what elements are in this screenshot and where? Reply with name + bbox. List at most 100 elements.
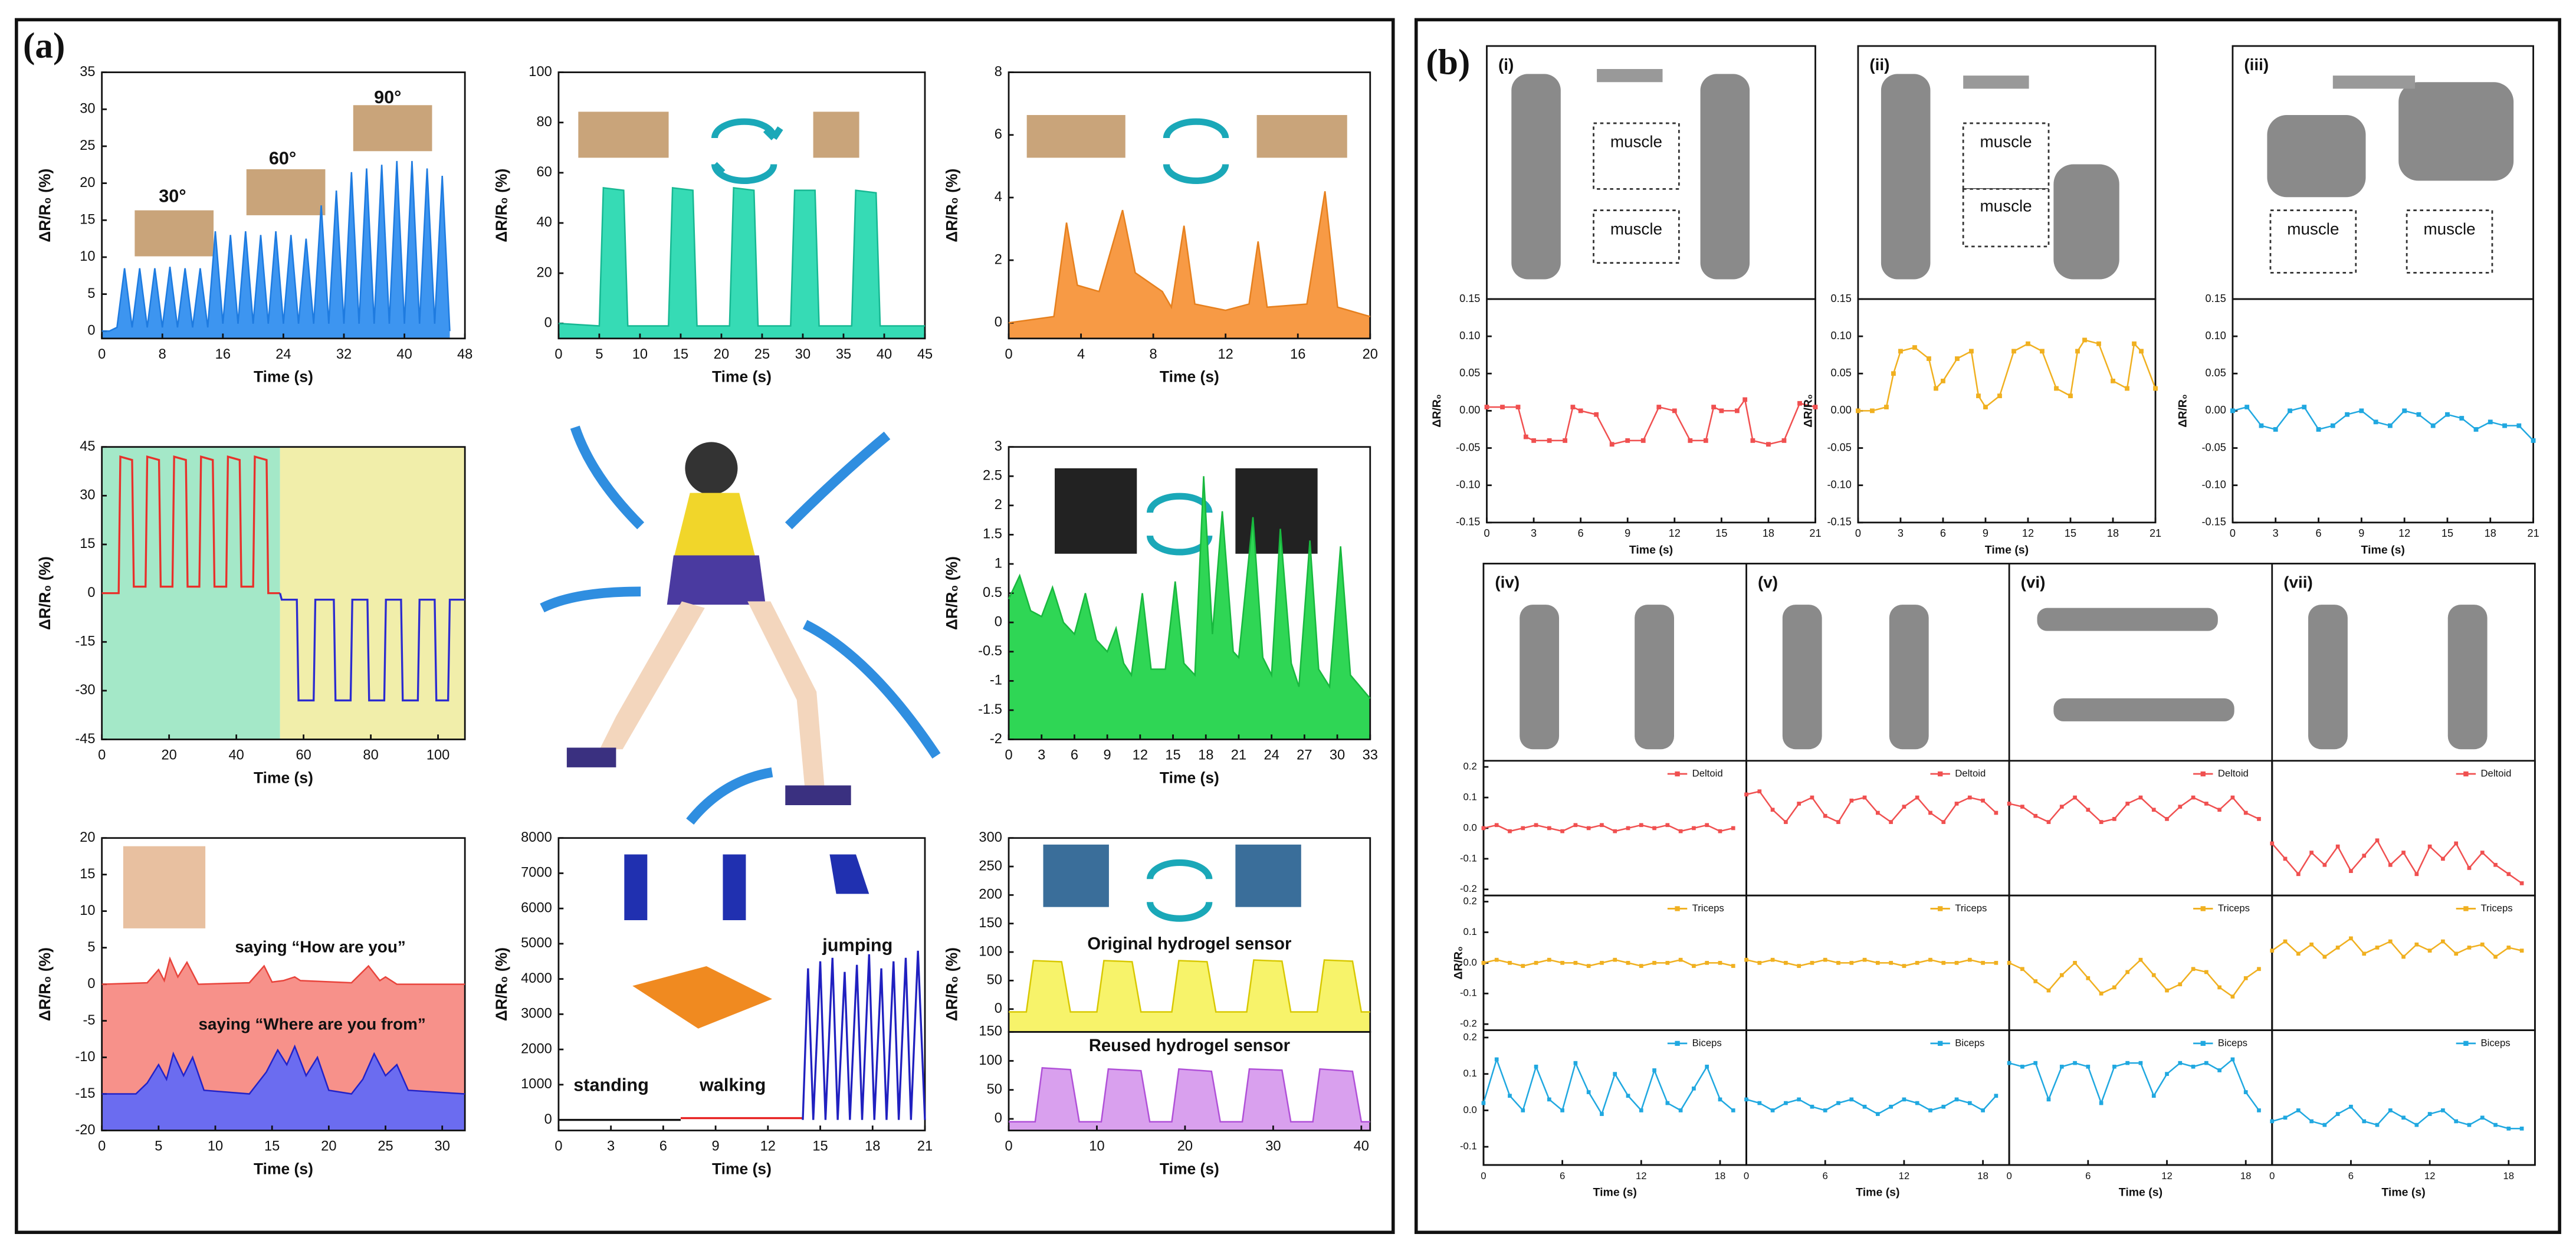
marker	[1508, 1094, 1512, 1098]
marker	[2244, 405, 2250, 409]
marker	[1744, 957, 1748, 962]
y-axis-label: ΔR/R₀ (%)	[493, 947, 510, 1021]
marker	[1967, 1101, 1972, 1105]
x-tick-label: 3	[607, 1139, 615, 1154]
marker	[2243, 976, 2248, 980]
marker	[2441, 856, 2445, 861]
x-tick-label: 18	[2107, 527, 2119, 539]
marker	[2007, 802, 2011, 806]
photo	[1026, 114, 1125, 158]
marker	[1639, 823, 1643, 828]
y-tick-label: -0.05	[1827, 441, 1852, 453]
marker	[2125, 802, 2130, 806]
marker	[1560, 829, 1564, 833]
marker	[2375, 946, 2380, 950]
marker	[2026, 341, 2030, 346]
marker	[1625, 438, 1630, 443]
y-axis-label: ΔR/R₀ (%)	[943, 947, 960, 1021]
series-line	[1486, 398, 1816, 445]
x-tick-label: 12	[2022, 527, 2034, 539]
marker	[1969, 349, 1974, 354]
marker	[2427, 844, 2432, 849]
y-tick-label: -5	[83, 1013, 95, 1028]
marker	[1515, 405, 1521, 409]
series-line	[1008, 191, 1371, 324]
marker	[2362, 854, 2367, 858]
x-axis-label: Time (s)	[1593, 1186, 1637, 1199]
y-tick-label: -0.15	[2202, 516, 2226, 528]
y-tick-label: -20	[75, 1123, 95, 1138]
marker	[1849, 1097, 1854, 1102]
y-tick-label: 2	[995, 497, 1002, 513]
y-tick-label: 0.1	[1463, 1068, 1477, 1079]
y-tick-label: 3	[995, 439, 1002, 454]
marker	[1856, 408, 1860, 413]
y-axis-label: ΔR/R₀ (%)	[36, 556, 54, 630]
x-tick-label: 0	[2230, 527, 2236, 539]
marker	[1997, 393, 2002, 399]
marker	[2151, 1094, 2156, 1098]
marker	[1744, 1097, 1748, 1102]
y-tick-label: 0.00	[2206, 404, 2226, 416]
marker	[2531, 438, 2536, 443]
legend-marker	[1675, 1041, 1680, 1046]
marker	[1889, 961, 1893, 965]
legend-marker	[2463, 906, 2469, 911]
x-axis-label: Time (s)	[1160, 769, 1219, 786]
marker	[2125, 970, 2130, 974]
marker	[2322, 954, 2327, 959]
x-tick-label: 9	[1104, 748, 1111, 763]
marker	[2191, 1064, 2196, 1069]
marker	[1573, 961, 1578, 965]
y-tick-label: -1.5	[978, 702, 1002, 717]
y-tick-label: -15	[75, 1086, 95, 1101]
marker	[1531, 438, 1536, 443]
x-tick-label: 45	[917, 347, 933, 362]
illus-text: muscle	[1610, 133, 1662, 151]
marker	[1672, 408, 1677, 413]
y-tick-label: 45	[80, 439, 95, 454]
marker	[1750, 438, 1755, 443]
x-axis-label: Time (s)	[2361, 543, 2405, 556]
series-line	[2009, 1058, 2260, 1111]
marker	[1639, 964, 1643, 968]
marker	[1731, 826, 1735, 831]
marker	[2230, 995, 2235, 999]
series-line	[279, 593, 465, 702]
x-tick-label: 6	[1560, 1170, 1565, 1181]
marker	[2480, 851, 2485, 855]
marker	[1570, 405, 1576, 409]
marker	[1652, 826, 1656, 831]
marker	[2414, 872, 2419, 877]
x-tick-label: 30	[1265, 1139, 1281, 1154]
marker	[1983, 405, 1988, 409]
marker	[2125, 1061, 2130, 1065]
y-tick-label: 20	[536, 265, 552, 280]
marker	[2086, 808, 2091, 812]
legend-marker	[1937, 1041, 1943, 1046]
y-tick-label: 200	[979, 887, 1002, 902]
marker	[1547, 957, 1551, 962]
y-tick-label: 1000	[521, 1077, 552, 1092]
illus-label: (i)	[1498, 55, 1514, 74]
y-tick-label: 60	[536, 165, 552, 180]
x-tick-label: 15	[2065, 527, 2076, 539]
y-tick-label: 6000	[521, 900, 552, 915]
area-fill	[101, 160, 450, 339]
marker	[1692, 964, 1696, 968]
legend-marker	[1937, 906, 1943, 911]
marker	[2362, 1119, 2367, 1124]
x-tick-label: 3	[1898, 527, 1904, 539]
x-tick-label: 0	[98, 748, 106, 763]
x-tick-label: 30	[795, 347, 810, 362]
figures	[1511, 74, 2514, 750]
y-tick-label: 300	[979, 830, 1002, 845]
y-tick-label: 1	[995, 556, 1002, 571]
marker	[2414, 942, 2419, 947]
marker	[2330, 423, 2335, 428]
photo	[813, 111, 859, 158]
marker	[2467, 946, 2472, 950]
marker	[1981, 798, 1985, 803]
y-tick-label: 5	[87, 940, 95, 955]
photo	[123, 846, 206, 928]
